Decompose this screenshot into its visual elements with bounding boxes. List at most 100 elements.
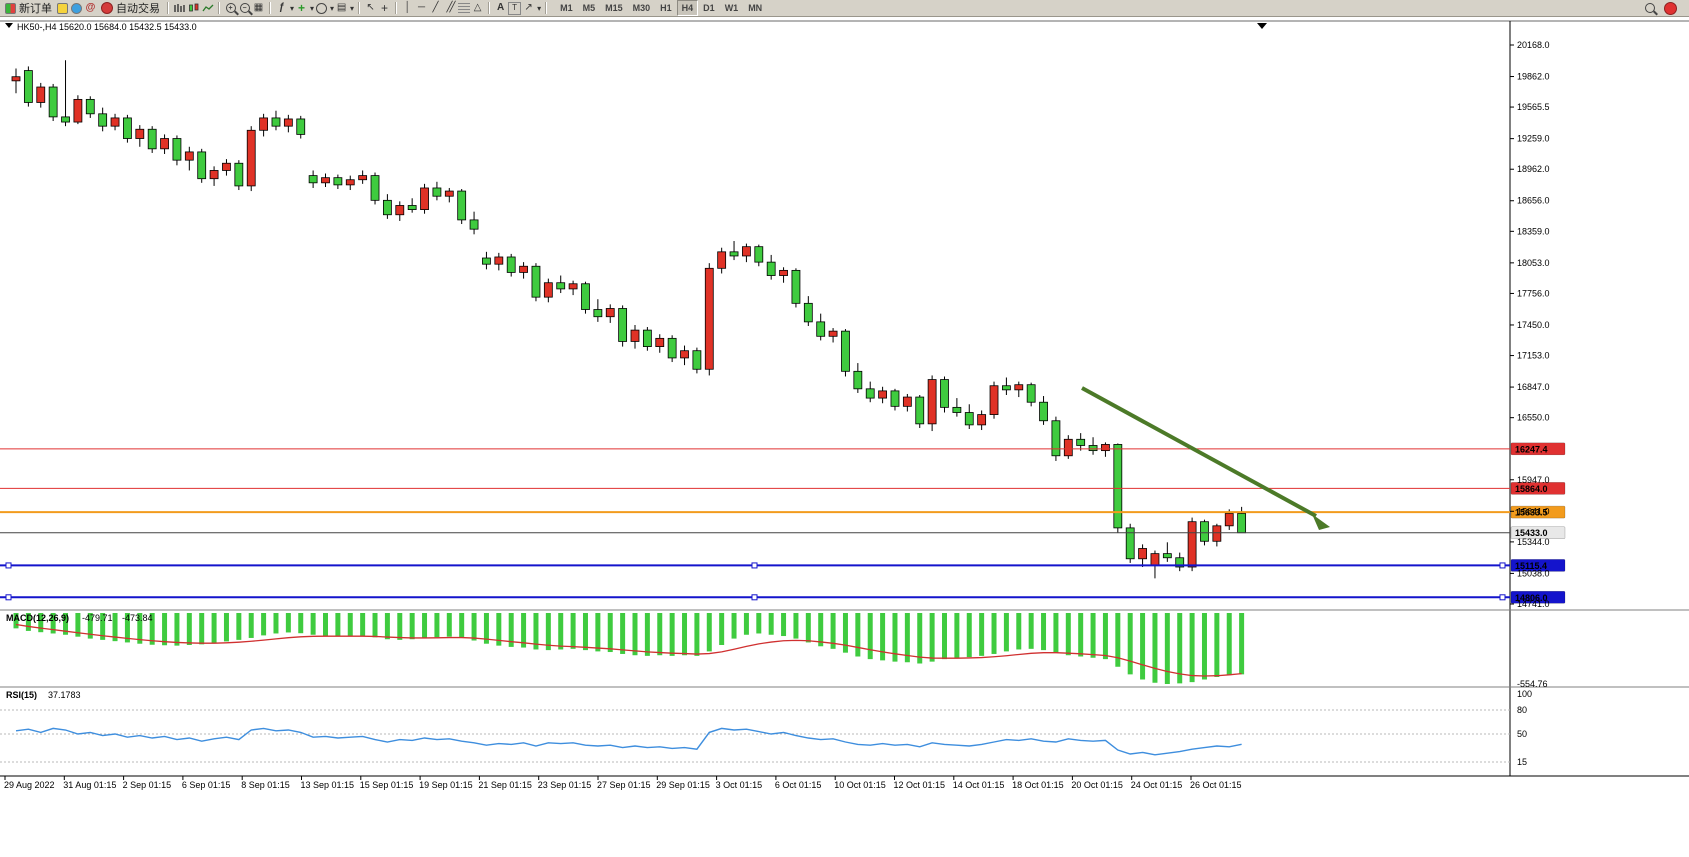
bar-chart-icon[interactable] [173, 2, 186, 15]
indicators-icon[interactable]: ƒ [278, 2, 285, 13]
price-axis: 16247.4 15864.0 15633.5 15433.0 15115.4 14806… [1510, 40, 1566, 609]
cursor-icon[interactable]: ↖ [366, 2, 375, 13]
hline-handle[interactable] [751, 594, 758, 601]
timeframe-m1[interactable]: M1 [560, 3, 573, 13]
new-order-button[interactable]: 新订单 [2, 1, 55, 16]
timeframe-h4[interactable]: H4 [676, 0, 699, 16]
candle [1039, 401, 1048, 422]
arrow-tools-dropdown-icon[interactable]: ▾ [537, 3, 542, 13]
crosshair-icon[interactable]: + [381, 1, 389, 15]
candlestick-chart-icon[interactable] [187, 2, 200, 15]
candle [742, 246, 751, 257]
period-dropdown-icon[interactable]: ▾ [330, 3, 335, 13]
price-tick-label: 19565.5 [1517, 102, 1550, 112]
candle [98, 113, 108, 127]
timeframe-d1[interactable]: D1 [703, 3, 715, 13]
chart-shift-marker-icon[interactable] [1257, 23, 1267, 29]
timeframe-w1[interactable]: W1 [724, 3, 739, 13]
candle [729, 251, 739, 257]
candle [556, 282, 566, 290]
text-icon[interactable]: A [496, 2, 505, 13]
time-tick-label: 13 Sep 01:15 [301, 780, 355, 790]
timeframe-mn[interactable]: MN [748, 3, 763, 13]
hline-handle[interactable] [751, 562, 758, 569]
price-badge [1510, 591, 1566, 604]
chart-canvas[interactable]: 16247.4 15864.0 15633.5 15433.0 15115.4 14806… [0, 17, 1689, 857]
candle [779, 269, 788, 276]
rsi-level-label: 100 [1517, 689, 1532, 699]
alerts-icon[interactable]: @ [85, 2, 96, 13]
candle [61, 116, 70, 123]
trend-arrow-head[interactable] [1312, 514, 1330, 530]
add-indicator-dropdown-icon[interactable]: ▾ [310, 3, 315, 13]
toolbar-separator [488, 2, 491, 14]
hline-handle[interactable] [1499, 562, 1506, 569]
candle [655, 337, 665, 347]
price-tick-label: 16550.0 [1517, 413, 1550, 423]
hline-handle[interactable] [1499, 594, 1506, 601]
trend-arrow[interactable] [1081, 386, 1317, 518]
period-clock-icon[interactable] [315, 2, 328, 15]
timeframe-m5[interactable]: M5 [582, 3, 596, 13]
candle [407, 205, 417, 210]
price-tick-label: 18359.0 [1517, 226, 1550, 236]
macd-signal-line [15, 623, 1242, 677]
text-label-icon[interactable]: T [508, 1, 522, 15]
candle [432, 187, 442, 197]
candle [1101, 444, 1110, 452]
chart-background [0, 17, 1689, 857]
symbol-dropdown-icon[interactable] [5, 23, 13, 28]
timeframe-h1[interactable]: H1 [660, 3, 672, 13]
channel-icon[interactable]: ╱╱ [446, 2, 456, 13]
candle [519, 265, 528, 273]
hline-handle[interactable] [5, 562, 12, 569]
notification-icon[interactable] [1664, 1, 1677, 15]
line-chart-icon[interactable] [201, 2, 214, 15]
timeframe-m15[interactable]: M15 [605, 3, 623, 13]
price-badge [1510, 482, 1566, 495]
vertical-line-icon[interactable]: │ [404, 2, 411, 13]
shapes-icon[interactable]: △ [473, 2, 482, 13]
indicators-dropdown-icon[interactable]: ▾ [290, 3, 295, 13]
community-icon[interactable] [71, 2, 82, 14]
trendline-icon[interactable]: ╱ [432, 2, 439, 13]
add-indicator-icon[interactable]: + [298, 1, 306, 15]
candle [593, 309, 603, 318]
time-tick-label: 20 Oct 01:15 [1071, 780, 1123, 790]
candle [964, 412, 974, 426]
zoom-in-icon[interactable]: + [224, 2, 237, 15]
candle [791, 269, 801, 304]
candle [618, 308, 628, 342]
hline-handle[interactable] [5, 594, 12, 601]
time-tick-label: 23 Sep 01:15 [538, 780, 592, 790]
auto-trading-button[interactable]: 自动交易 [98, 1, 163, 16]
timeframe-group: M1 M5 M15 M30 H1 H4 D1 W1 MN [555, 0, 767, 16]
timeframe-m30[interactable]: M30 [632, 3, 651, 13]
fibonacci-icon[interactable] [457, 2, 470, 15]
search-icon[interactable] [1643, 2, 1656, 15]
zoom-out-icon[interactable]: − [238, 2, 251, 15]
candle [172, 138, 182, 161]
candle [110, 117, 120, 127]
candle [816, 321, 826, 337]
tile-windows-icon[interactable]: ▦ [253, 2, 264, 13]
macd-pane: MACD(12,26,9) -479.71 -473.84 -554.76 [6, 613, 1548, 689]
candle [296, 118, 306, 135]
candle [1002, 385, 1011, 391]
chart-frame [0, 20, 1689, 777]
candle [506, 256, 516, 273]
price-badge-label: 15433.0 [1515, 528, 1548, 538]
time-tick-label: 2 Sep 01:15 [123, 780, 172, 790]
templates-dropdown-icon[interactable]: ▾ [350, 3, 355, 13]
time-tick-label: 18 Oct 01:15 [1012, 780, 1064, 790]
price-badge-label: 16247.4 [1515, 444, 1548, 454]
metaeditor-icon[interactable] [57, 2, 68, 14]
candle [1076, 438, 1086, 446]
templates-icon[interactable]: ▤ [336, 2, 347, 13]
candle [147, 128, 157, 150]
candle [345, 179, 355, 186]
arrow-tools-icon[interactable]: ↗ [524, 2, 533, 13]
horizontal-line-icon[interactable]: ─ [418, 2, 426, 13]
candle [1138, 548, 1147, 560]
